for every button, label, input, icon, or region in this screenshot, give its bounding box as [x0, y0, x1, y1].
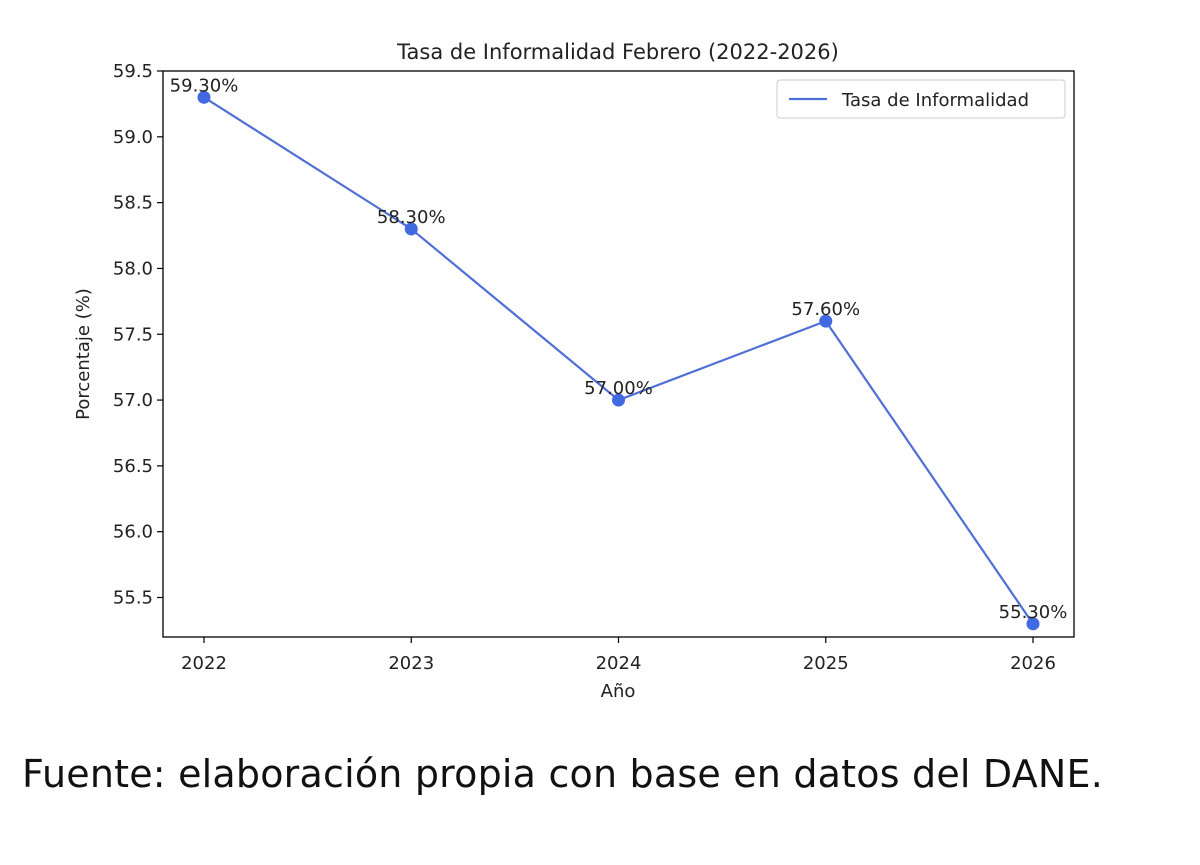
series-layer: 59.30% 58.30% 57.00% 57.60% 55.30% — [170, 75, 1068, 631]
y-tick-label: 59.5 — [113, 61, 153, 82]
x-tick-label: 2025 — [803, 653, 849, 674]
source-caption: Fuente: elaboración propia con base en d… — [22, 752, 1104, 796]
data-label: 57.60% — [791, 299, 860, 320]
data-label: 58.30% — [377, 207, 446, 228]
chart-title: Tasa de Informalidad Febrero (2022-2026) — [396, 40, 839, 64]
y-tick-label: 58.5 — [113, 193, 153, 214]
data-point — [612, 393, 625, 407]
y-tick-label: 55.5 — [113, 588, 153, 609]
y-tick-label: 57.5 — [113, 324, 153, 345]
x-axis-label: Año — [601, 681, 636, 702]
y-tick-label: 59.0 — [113, 127, 153, 148]
y-tick-label: 57.0 — [113, 390, 153, 411]
x-tick-label: 2022 — [181, 653, 227, 674]
x-tick-label: 2026 — [1010, 653, 1056, 674]
y-tick-label: 56.0 — [113, 522, 153, 543]
axes-frame — [162, 70, 1075, 638]
data-point — [819, 314, 833, 328]
data-point — [1026, 617, 1040, 631]
legend-label: Tasa de Informalidad — [841, 90, 1029, 111]
x-tick-label: 2023 — [388, 653, 434, 674]
line-chart: Tasa de Informalidad Febrero (2022-2026)… — [73, 40, 1075, 702]
plot-area — [162, 70, 1075, 638]
x-tick-label: 2024 — [596, 653, 642, 674]
y-tick-label: 56.5 — [113, 456, 153, 477]
y-axis-ticks: 55.5 56.0 56.5 57.0 57.5 58.0 58.5 59.0 59.5 — [113, 61, 163, 609]
legend: Tasa de Informalidad — [776, 79, 1066, 119]
data-point — [197, 90, 211, 104]
y-tick-label: 58.0 — [113, 258, 153, 279]
data-point — [404, 222, 418, 236]
data-label: 57.00% — [584, 378, 653, 399]
data-label: 55.30% — [999, 602, 1068, 623]
series-line — [203, 96, 1034, 625]
y-axis-label: Porcentaje (%) — [73, 288, 94, 420]
legend-box — [776, 79, 1066, 119]
data-label: 59.30% — [170, 75, 239, 96]
x-axis-ticks: 2022 2023 2024 2025 2026 — [181, 637, 1056, 674]
